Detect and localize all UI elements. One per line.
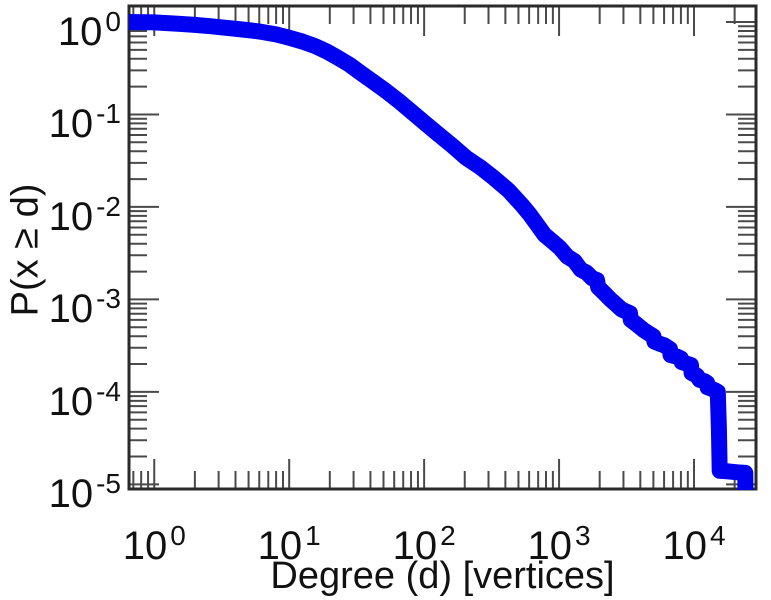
plot-frame <box>127 4 758 491</box>
y-axis-title: P(x ≥ d) <box>4 183 47 317</box>
y-tick-label-10e0: 10 0 <box>57 6 121 55</box>
axis-ticks <box>129 6 756 490</box>
x-tick-label-10e2: 10 2 <box>392 520 456 568</box>
y-tick-label-10e-3: 10 -3 <box>48 283 121 332</box>
x-axis-title: Degree (d) [vertices] <box>270 555 615 597</box>
curve-degree-ccdf <box>128 14 754 490</box>
x-tick-label-10e1: 10 1 <box>257 520 321 568</box>
x-tick-label-10e3: 10 3 <box>527 520 591 568</box>
x-tick-label-10e0: 10 0 <box>122 520 186 568</box>
y-tick-label-10e-5: 10 -5 <box>48 468 121 517</box>
y-tick-label-10e-1: 10 -1 <box>48 98 121 147</box>
y-tick-label-10e-4: 10 -4 <box>48 375 121 424</box>
y-tick-label-10e-2: 10 -2 <box>48 190 121 239</box>
x-tick-label-10e4: 10 4 <box>662 520 726 568</box>
